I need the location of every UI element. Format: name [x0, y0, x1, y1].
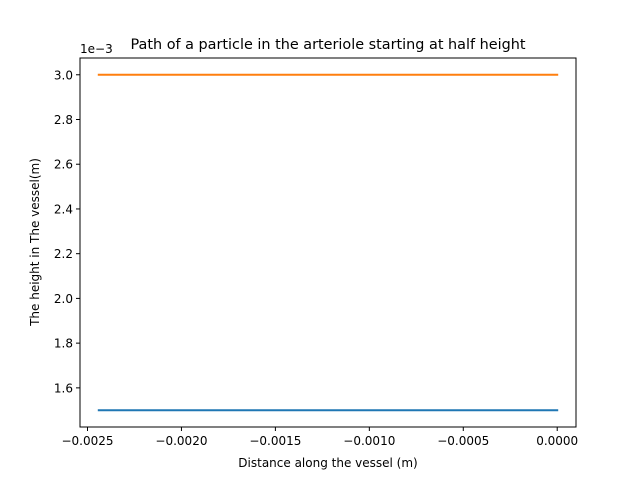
x-axis-label: Distance along the vessel (m): [238, 456, 417, 470]
x-tick-label: −0.0020: [155, 434, 207, 448]
y-tick-label: 3.0: [54, 68, 73, 82]
y-tick-label: 1.8: [54, 337, 73, 351]
chart-title: Path of a particle in the arteriole star…: [131, 37, 526, 53]
y-tick-label: 1.6: [54, 381, 73, 395]
plot-area: −0.0025 −0.0020 −0.0015 −0.0010 −0.0005 0.000…: [54, 57, 578, 448]
x-tick-label: 0.0000: [536, 434, 578, 448]
x-tick-label: −0.0005: [437, 434, 489, 448]
y-axis-label: The height in The vessel(m): [28, 158, 42, 327]
y-tick-label: 2.6: [54, 158, 73, 172]
x-tick-label: −0.0010: [343, 434, 395, 448]
y-tick-label: 2.0: [54, 292, 73, 306]
y-offset-label: 1e−3: [80, 42, 113, 56]
y-tick-label: 2.4: [54, 202, 73, 216]
y-tick-label: 2.8: [54, 113, 73, 127]
x-tick-label: −0.0025: [61, 434, 113, 448]
plot-frame: [79, 57, 577, 428]
y-tick-label: 2.2: [54, 247, 73, 261]
x-tick-label: −0.0015: [249, 434, 301, 448]
